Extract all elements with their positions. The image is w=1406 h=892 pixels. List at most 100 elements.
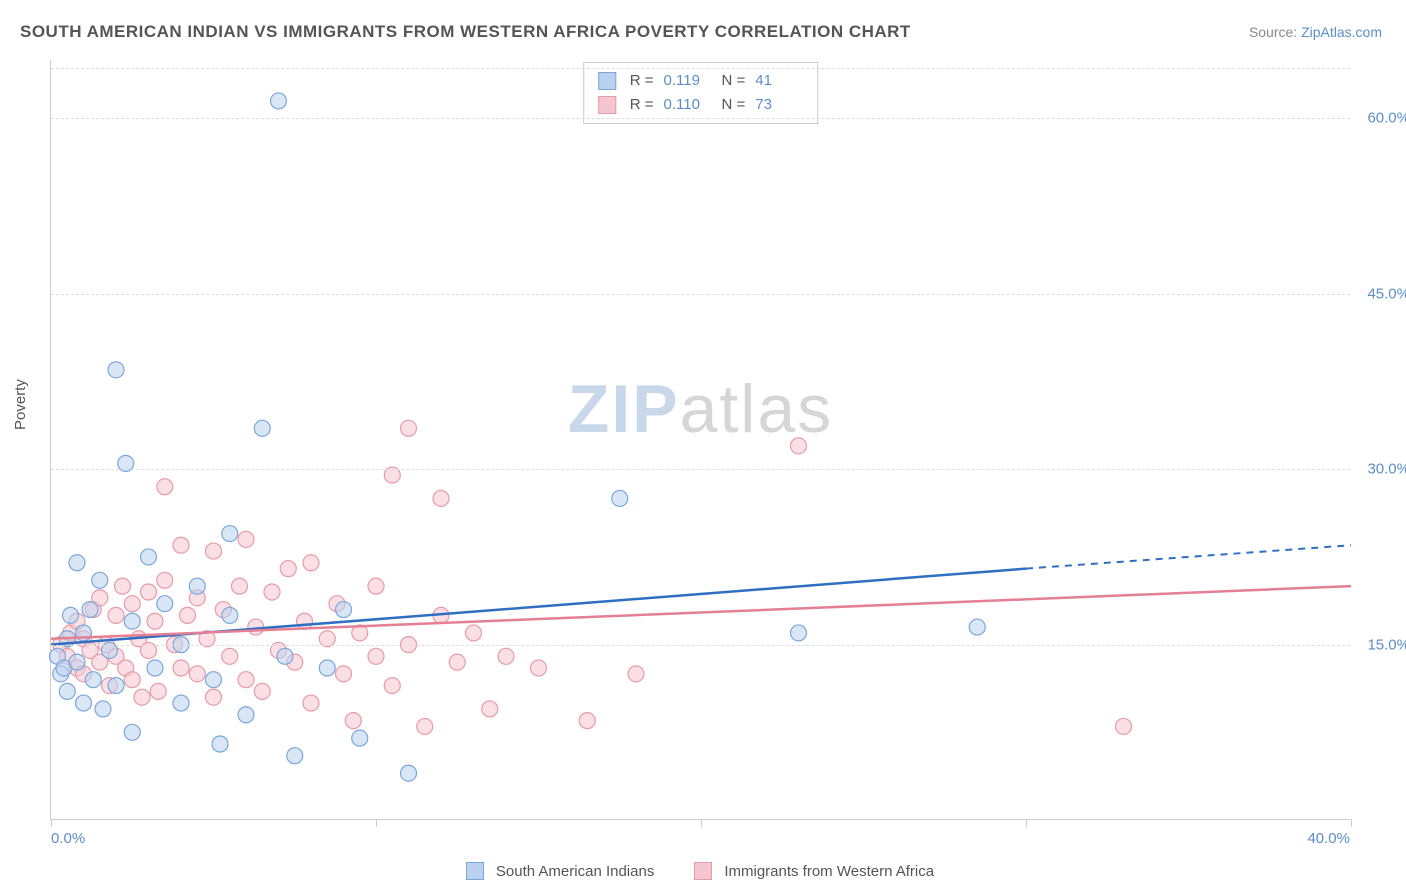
data-point: [303, 555, 319, 571]
data-point: [254, 420, 270, 436]
data-point: [173, 695, 189, 711]
data-point: [108, 362, 124, 378]
y-axis-label: Poverty: [12, 379, 29, 430]
data-point: [147, 660, 163, 676]
data-point: [69, 654, 85, 670]
data-point: [134, 689, 150, 705]
data-point: [82, 602, 98, 618]
data-point: [498, 648, 514, 664]
data-point: [336, 666, 352, 682]
data-point: [271, 93, 287, 109]
data-point: [319, 660, 335, 676]
data-point: [150, 683, 166, 699]
data-point: [85, 672, 101, 688]
gridline: [51, 68, 1350, 69]
swatch-blue-icon: [466, 862, 484, 880]
data-point: [189, 578, 205, 594]
gridline: [51, 469, 1350, 470]
data-point: [969, 619, 985, 635]
source-link[interactable]: ZipAtlas.com: [1301, 24, 1382, 40]
data-point: [612, 490, 628, 506]
x-tick-label: 40.0%: [1307, 830, 1350, 847]
data-point: [173, 660, 189, 676]
data-point: [222, 526, 238, 542]
data-point: [368, 578, 384, 594]
data-point: [124, 596, 140, 612]
legend-item-blue: South American Indians: [466, 862, 654, 880]
data-point: [401, 765, 417, 781]
data-point: [157, 479, 173, 495]
swatch-pink-icon: [694, 862, 712, 880]
data-point: [280, 561, 296, 577]
x-tick: [701, 819, 702, 827]
data-point: [63, 607, 79, 623]
data-point: [157, 596, 173, 612]
data-point: [232, 578, 248, 594]
y-tick-label: 45.0%: [1355, 285, 1406, 302]
data-point: [531, 660, 547, 676]
chart-svg: [51, 60, 1350, 819]
data-point: [345, 713, 361, 729]
series-legend: South American Indians Immigrants from W…: [50, 862, 1350, 880]
legend-label-blue: South American Indians: [496, 863, 654, 880]
data-point: [417, 718, 433, 734]
data-point: [141, 549, 157, 565]
chart-title: SOUTH AMERICAN INDIAN VS IMMIGRANTS FROM…: [20, 22, 911, 42]
data-point: [95, 701, 111, 717]
x-tick: [376, 819, 377, 827]
y-tick-label: 60.0%: [1355, 110, 1406, 127]
data-point: [206, 543, 222, 559]
source-attribution: Source: ZipAtlas.com: [1249, 24, 1382, 40]
legend-label-pink: Immigrants from Western Africa: [724, 863, 934, 880]
data-point: [108, 607, 124, 623]
data-point: [297, 613, 313, 629]
data-point: [791, 438, 807, 454]
data-point: [189, 666, 205, 682]
data-point: [336, 602, 352, 618]
data-point: [433, 490, 449, 506]
data-point: [238, 531, 254, 547]
data-point: [628, 666, 644, 682]
data-point: [287, 748, 303, 764]
data-point: [59, 683, 75, 699]
data-point: [124, 613, 140, 629]
data-point: [147, 613, 163, 629]
data-point: [303, 695, 319, 711]
data-point: [466, 625, 482, 641]
data-point: [254, 683, 270, 699]
data-point: [222, 648, 238, 664]
data-point: [206, 689, 222, 705]
source-prefix: Source:: [1249, 24, 1301, 40]
data-point: [124, 724, 140, 740]
gridline: [51, 645, 1350, 646]
data-point: [92, 572, 108, 588]
data-point: [1116, 718, 1132, 734]
data-point: [157, 572, 173, 588]
data-point: [277, 648, 293, 664]
data-point: [401, 420, 417, 436]
x-tick: [1351, 819, 1352, 827]
data-point: [124, 672, 140, 688]
data-point: [579, 713, 595, 729]
x-tick: [51, 819, 52, 827]
data-point: [791, 625, 807, 641]
data-point: [238, 672, 254, 688]
data-point: [222, 607, 238, 623]
y-tick-label: 30.0%: [1355, 461, 1406, 478]
data-point: [368, 648, 384, 664]
gridline: [51, 118, 1350, 119]
data-point: [212, 736, 228, 752]
data-point: [76, 695, 92, 711]
data-point: [69, 555, 85, 571]
trend-line-extrapolated: [1026, 545, 1351, 568]
data-point: [115, 578, 131, 594]
x-tick: [1026, 819, 1027, 827]
data-point: [141, 584, 157, 600]
gridline: [51, 294, 1350, 295]
plot-area: ZIPatlas R = 0.119 N = 41 R = 0.110 N = …: [50, 60, 1350, 820]
data-point: [264, 584, 280, 600]
data-point: [180, 607, 196, 623]
data-point: [173, 537, 189, 553]
x-tick-label: 0.0%: [51, 830, 85, 847]
data-point: [108, 678, 124, 694]
